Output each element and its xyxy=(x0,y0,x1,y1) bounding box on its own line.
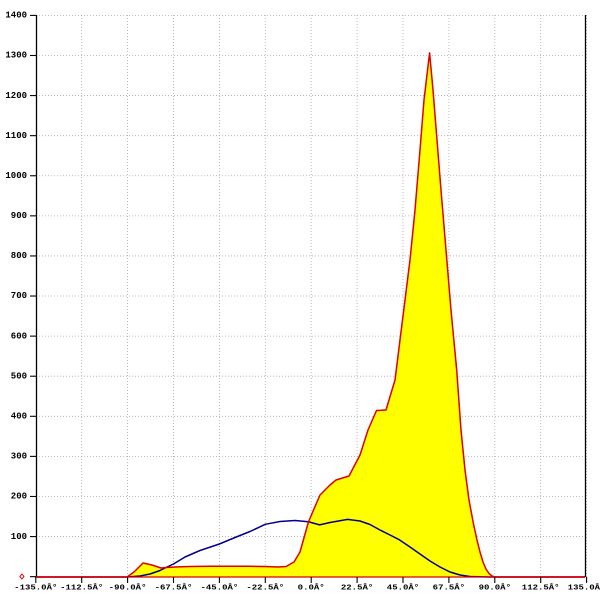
svg-text:90.0Â°: 90.0Â° xyxy=(479,584,511,593)
svg-text:400: 400 xyxy=(11,412,27,422)
svg-text:1300: 1300 xyxy=(5,51,27,61)
svg-text:-112.5Â°: -112.5Â° xyxy=(60,584,103,593)
svg-text:1400: 1400 xyxy=(5,11,27,21)
svg-text:900: 900 xyxy=(11,211,27,221)
svg-text:300: 300 xyxy=(11,452,27,462)
svg-text:1100: 1100 xyxy=(5,131,27,141)
svg-text:67.5Â°: 67.5Â° xyxy=(433,584,465,593)
svg-text:800: 800 xyxy=(11,251,27,261)
svg-text:-45.0Â°: -45.0Â° xyxy=(201,584,239,593)
svg-text:112.5Â°: 112.5Â° xyxy=(522,584,560,593)
svg-text:100: 100 xyxy=(11,532,27,542)
svg-text:135.0Â°: 135.0Â° xyxy=(568,584,600,593)
svg-text:200: 200 xyxy=(11,492,27,502)
svg-text:600: 600 xyxy=(11,331,27,341)
svg-text:1000: 1000 xyxy=(5,171,27,181)
svg-text:1200: 1200 xyxy=(5,91,27,101)
svg-text:45.0Â°: 45.0Â° xyxy=(387,584,419,593)
svg-text:-90.0Â°: -90.0Â° xyxy=(109,584,147,593)
svg-text:22.5Â°: 22.5Â° xyxy=(341,584,373,593)
svg-text:-135.0Â°: -135.0Â° xyxy=(14,584,57,593)
svg-text:-22.5Â°: -22.5Â° xyxy=(246,584,284,593)
svg-text:0.0Â°: 0.0Â° xyxy=(298,584,325,593)
svg-text:700: 700 xyxy=(11,291,27,301)
svg-text:500: 500 xyxy=(11,371,27,381)
svg-text:-67.5Â°: -67.5Â° xyxy=(155,584,193,593)
